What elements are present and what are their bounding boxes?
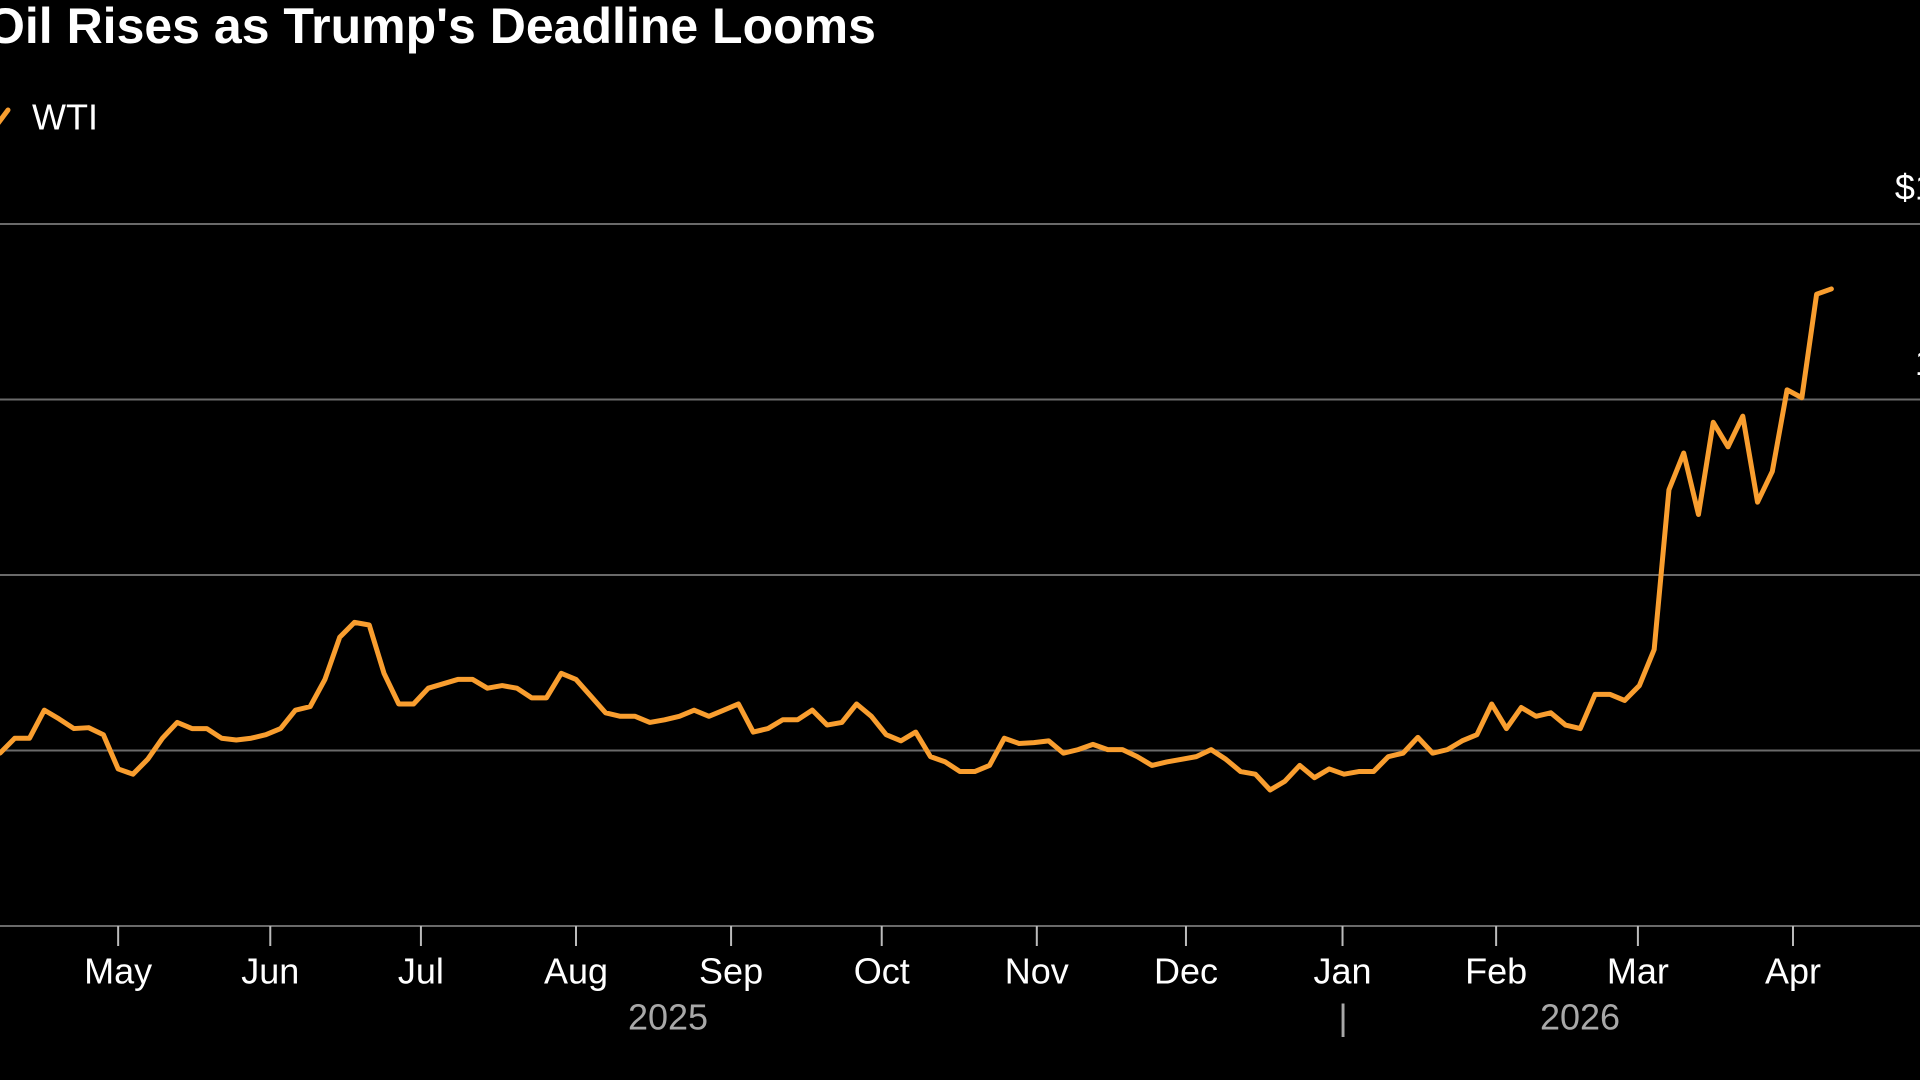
x-tick-label: Apr: [1765, 951, 1821, 992]
x-tick-label: Nov: [1005, 951, 1069, 992]
y-tick-label: 100: [1915, 342, 1920, 383]
x-tick-label: Jul: [398, 951, 444, 992]
x-tick-label: Jun: [241, 951, 299, 992]
legend-swatch: [0, 107, 11, 125]
year-divider: |: [1338, 997, 1347, 1038]
x-tick-label: Sep: [699, 951, 763, 992]
y-tick-label: $120: [1895, 167, 1920, 208]
x-tick-label: Dec: [1154, 951, 1218, 992]
x-tick-label: Mar: [1607, 951, 1669, 992]
x-tick-label: May: [84, 951, 152, 992]
x-tick-label: Oct: [854, 951, 910, 992]
x-tick-label: Aug: [544, 951, 608, 992]
x-tick-label: Jan: [1313, 951, 1371, 992]
series-line: [0, 286, 1834, 793]
year-label: 2025: [628, 997, 708, 1038]
chart-title: Oil Rises as Trump's Deadline Looms: [0, 0, 876, 54]
legend-label: WTI: [32, 97, 98, 138]
x-tick-label: Feb: [1465, 951, 1527, 992]
year-label: 2026: [1540, 997, 1620, 1038]
